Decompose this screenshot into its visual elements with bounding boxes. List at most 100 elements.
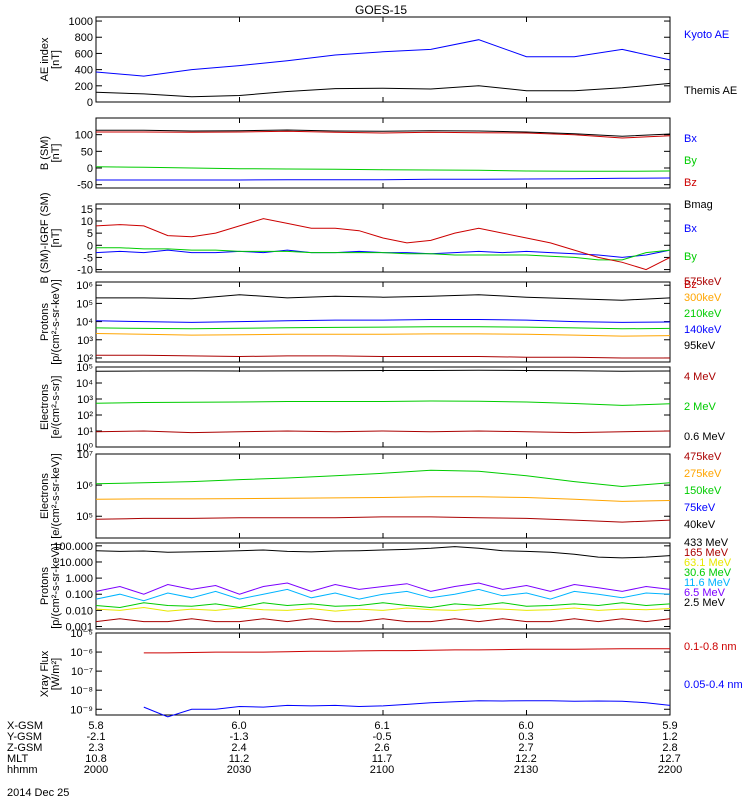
y-tick-label: -50 (77, 180, 93, 192)
y-tick-label: 10⁶ (76, 280, 93, 292)
legend-entry: 75keV (684, 502, 716, 514)
footer-value: 2130 (514, 764, 538, 776)
series-line (143, 648, 670, 654)
legend-entry: 4 MeV (684, 371, 716, 383)
series-line (95, 400, 671, 406)
chart-title: GOES-15 (355, 3, 407, 17)
y-axis-label: Xray Flux (39, 650, 51, 697)
panel-frame (95, 16, 671, 103)
y-axis-label: Electrons (39, 473, 51, 519)
panel-frame (95, 117, 671, 189)
panel-frame (95, 366, 671, 448)
y-axis-label: [e/(cm²-s-sr)] (50, 376, 62, 439)
footer-row-label: MLT (7, 753, 28, 765)
y-tick-label: 50 (81, 146, 93, 158)
y-axis-label: [nT] (50, 50, 62, 69)
y-axis-label: Protons (39, 303, 51, 341)
y-tick-label: 600 (75, 48, 93, 60)
y-axis-label: [nT] (50, 144, 62, 163)
date-label: 2014 Dec 25 (7, 787, 69, 799)
legend-entry: Kyoto AE (684, 29, 729, 41)
footer-value: 2.7 (518, 742, 533, 754)
footer-value: -2.1 (87, 731, 106, 743)
legend-entry: By (684, 251, 697, 263)
y-axis-label: AE index (39, 37, 51, 82)
footer-value: 2.8 (662, 742, 677, 754)
footer-value: -0.5 (373, 731, 392, 743)
series-line (95, 369, 671, 372)
series-line (95, 218, 671, 271)
y-axis-label: [nT] (50, 229, 62, 248)
legend-entry: 40keV (684, 519, 716, 531)
legend-entry: 275keV (684, 468, 722, 480)
series-line (96, 177, 671, 181)
footer-row-label: hhmm (7, 764, 38, 776)
y-tick-label: 10⁵ (76, 511, 93, 523)
y-tick-label: 10⁶ (76, 480, 93, 492)
panel-8: 10⁻⁹ 10⁻⁸ 10⁻⁷ 10⁻⁶ 10⁻⁵ Xray Flux [W/m²] 0.1-0… (39, 628, 743, 718)
y-tick-label: 400 (75, 65, 93, 77)
series-line (95, 516, 671, 523)
panel-7: 0.001 0.010 0.100 1.000 10.000 100.000 Protons… (39, 537, 732, 634)
y-tick-label: 10³ (77, 394, 93, 406)
series-line (95, 606, 671, 612)
legend-entry: Bz (684, 279, 697, 291)
footer-value: 5.8 (88, 720, 103, 732)
footer-value: 12.7 (659, 753, 680, 765)
footer-value: 11.2 (229, 753, 250, 765)
panel-1: 0 200 400 600 800 1000 AE index [nT] Kyoto AE The… (39, 16, 737, 109)
y-tick-label: 10⁷ (77, 449, 93, 461)
footer-value: 2200 (658, 764, 682, 776)
y-tick-label: 0.100 (65, 589, 93, 601)
y-tick-label: 5 (87, 228, 93, 240)
series-line (95, 319, 671, 323)
footer-value: 10.8 (85, 753, 106, 765)
series-line (95, 618, 671, 623)
legend-entry: Bmag (684, 199, 713, 211)
series-line (95, 333, 671, 337)
series-line (96, 129, 671, 137)
legend-entry: 95keV (684, 340, 716, 352)
legend-entry: 0.1-0.8 nm (684, 641, 737, 653)
y-tick-label: 10⁵ (76, 298, 93, 310)
legend-entry: 6.5 MeV (684, 587, 726, 599)
panel-6: 10⁵ 10⁶ 10⁷ Electrons [e/(cm²-s-sr-keV)] 475k… (39, 449, 722, 539)
y-tick-label: 0 (87, 163, 93, 175)
legend-entry: 300keV (684, 292, 722, 304)
y-tick-label: 100.000 (53, 541, 93, 553)
footer-value: 6.0 (231, 720, 246, 732)
legend-entry: Bx (684, 223, 697, 235)
y-tick-label: 0 (87, 240, 93, 252)
footer-value: 2.6 (374, 742, 389, 754)
y-axis-label: [p/(cm²-s-sr-keV)] (50, 279, 62, 365)
legend-entry: 210keV (684, 308, 722, 320)
legend-entry: 575keV (684, 276, 722, 288)
y-axis-label: Protons (39, 567, 51, 605)
legend-entry: 30.6 MeV (684, 567, 732, 579)
y-tick-label: 0 (87, 97, 93, 109)
y-tick-label: -5 (83, 252, 93, 264)
footer-row-label: X-GSM (7, 720, 43, 732)
y-tick-label: 0.010 (65, 605, 93, 617)
series-line (95, 546, 671, 559)
y-tick-label: 10⁻⁹ (70, 704, 93, 716)
footer-value: -1.3 (230, 731, 249, 743)
legend-entry: By (684, 155, 697, 167)
footer-value: 2000 (84, 764, 108, 776)
y-tick-label: 800 (75, 32, 93, 44)
footer-row-label: Z-GSM (7, 742, 42, 754)
y-tick-label: 10³ (77, 335, 93, 347)
series-line (95, 82, 671, 98)
series-line (96, 354, 670, 359)
footer-value: 0.3 (518, 731, 533, 743)
legend-entry: 140keV (684, 324, 722, 336)
y-tick-label: 10⁻⁷ (71, 666, 93, 678)
footer-value: 2.4 (231, 742, 246, 754)
series-line (95, 166, 671, 172)
legend-entry: 0.6 MeV (684, 431, 726, 443)
y-tick-label: 10⁴ (76, 378, 93, 390)
panel-5: 10⁰ 10¹ 10² 10³ 10⁴ 10⁵ Electrons [e/(cm²-s-sr)… (39, 362, 726, 454)
